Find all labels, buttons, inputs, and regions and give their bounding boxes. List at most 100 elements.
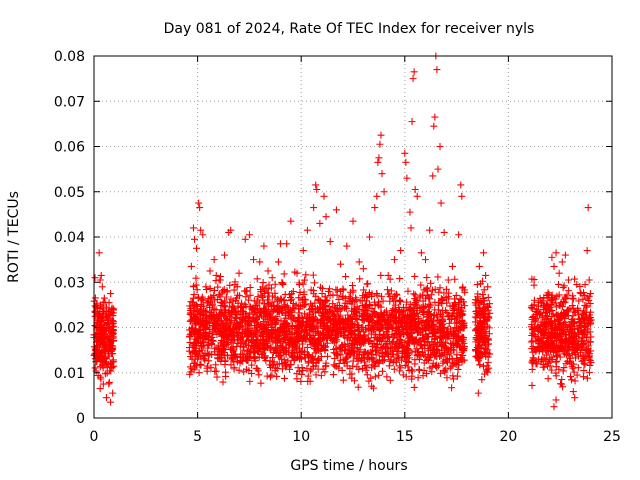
data-point [383, 340, 391, 348]
data-point [295, 318, 303, 326]
data-point [414, 319, 422, 327]
data-point [349, 217, 357, 225]
data-point [577, 337, 585, 345]
data-point [301, 332, 309, 340]
data-point [210, 256, 218, 264]
data-point [301, 354, 309, 362]
data-point [338, 366, 346, 374]
data-point [562, 320, 570, 328]
data-point [559, 367, 567, 375]
data-point [186, 306, 194, 314]
data-point [264, 309, 272, 317]
data-point [424, 323, 432, 331]
data-point [226, 281, 234, 289]
data-point [237, 322, 245, 330]
data-point [316, 334, 324, 342]
data-point [310, 204, 318, 212]
data-point [103, 322, 111, 330]
data-point [99, 364, 107, 372]
data-point [341, 346, 349, 354]
data-point [347, 351, 355, 359]
data-point [108, 328, 116, 336]
data-point [95, 249, 103, 257]
x-tick-label: 10 [292, 429, 310, 445]
data-point [271, 280, 279, 288]
data-point [224, 338, 232, 346]
data-point [437, 297, 445, 305]
data-point [476, 329, 484, 337]
data-point [293, 353, 301, 361]
data-point [273, 365, 281, 373]
data-point [422, 327, 430, 335]
data-point [98, 349, 106, 357]
data-point [556, 353, 564, 361]
data-point [238, 307, 246, 315]
data-point [296, 367, 304, 375]
data-point [208, 351, 216, 359]
data-point [582, 322, 590, 330]
data-point [528, 275, 536, 283]
data-point [192, 347, 200, 355]
data-point [426, 353, 434, 361]
data-point [379, 351, 387, 359]
data-point [336, 287, 344, 295]
data-point [362, 303, 370, 311]
data-point [477, 344, 485, 352]
data-point [363, 297, 371, 305]
data-point [317, 315, 325, 323]
data-point [278, 344, 286, 352]
data-point [255, 299, 263, 307]
data-point [343, 362, 351, 370]
data-point [436, 143, 444, 150]
data-point [555, 280, 563, 288]
data-point [351, 306, 359, 314]
data-point [287, 315, 295, 323]
data-point [301, 310, 309, 318]
data-point [360, 293, 368, 301]
data-point [458, 358, 466, 366]
data-point [321, 293, 329, 301]
data-point [540, 303, 548, 311]
data-point [584, 342, 592, 350]
data-point [550, 348, 558, 356]
data-point [280, 356, 288, 364]
data-point [333, 301, 341, 309]
data-point [332, 333, 340, 341]
data-point [324, 313, 332, 321]
data-point [287, 334, 295, 342]
data-point [257, 286, 264, 294]
data-point [405, 354, 413, 362]
data-point [587, 308, 595, 316]
data-point [424, 287, 432, 295]
data-point [309, 359, 317, 367]
data-point [349, 288, 357, 296]
data-point [377, 345, 385, 353]
data-point [404, 346, 412, 354]
data-point [348, 282, 356, 290]
data-point [584, 204, 592, 212]
data-point [338, 304, 346, 312]
data-point [278, 359, 286, 367]
data-point [570, 308, 578, 316]
data-point [186, 333, 194, 341]
data-point [331, 354, 339, 362]
data-point [295, 328, 303, 336]
data-point [205, 311, 213, 319]
data-point [195, 335, 203, 343]
data-point [196, 204, 204, 212]
data-point [555, 269, 563, 277]
data-point [550, 262, 558, 270]
data-point [425, 318, 433, 326]
data-point [201, 316, 209, 324]
data-point [188, 324, 196, 332]
data-point [451, 324, 459, 332]
data-point [254, 367, 262, 375]
data-point [230, 286, 238, 294]
data-point [99, 355, 107, 363]
data-point [353, 336, 361, 344]
data-point [227, 361, 235, 369]
data-point [296, 332, 304, 340]
data-point [561, 311, 569, 319]
data-point [532, 337, 540, 345]
data-point [486, 300, 494, 308]
